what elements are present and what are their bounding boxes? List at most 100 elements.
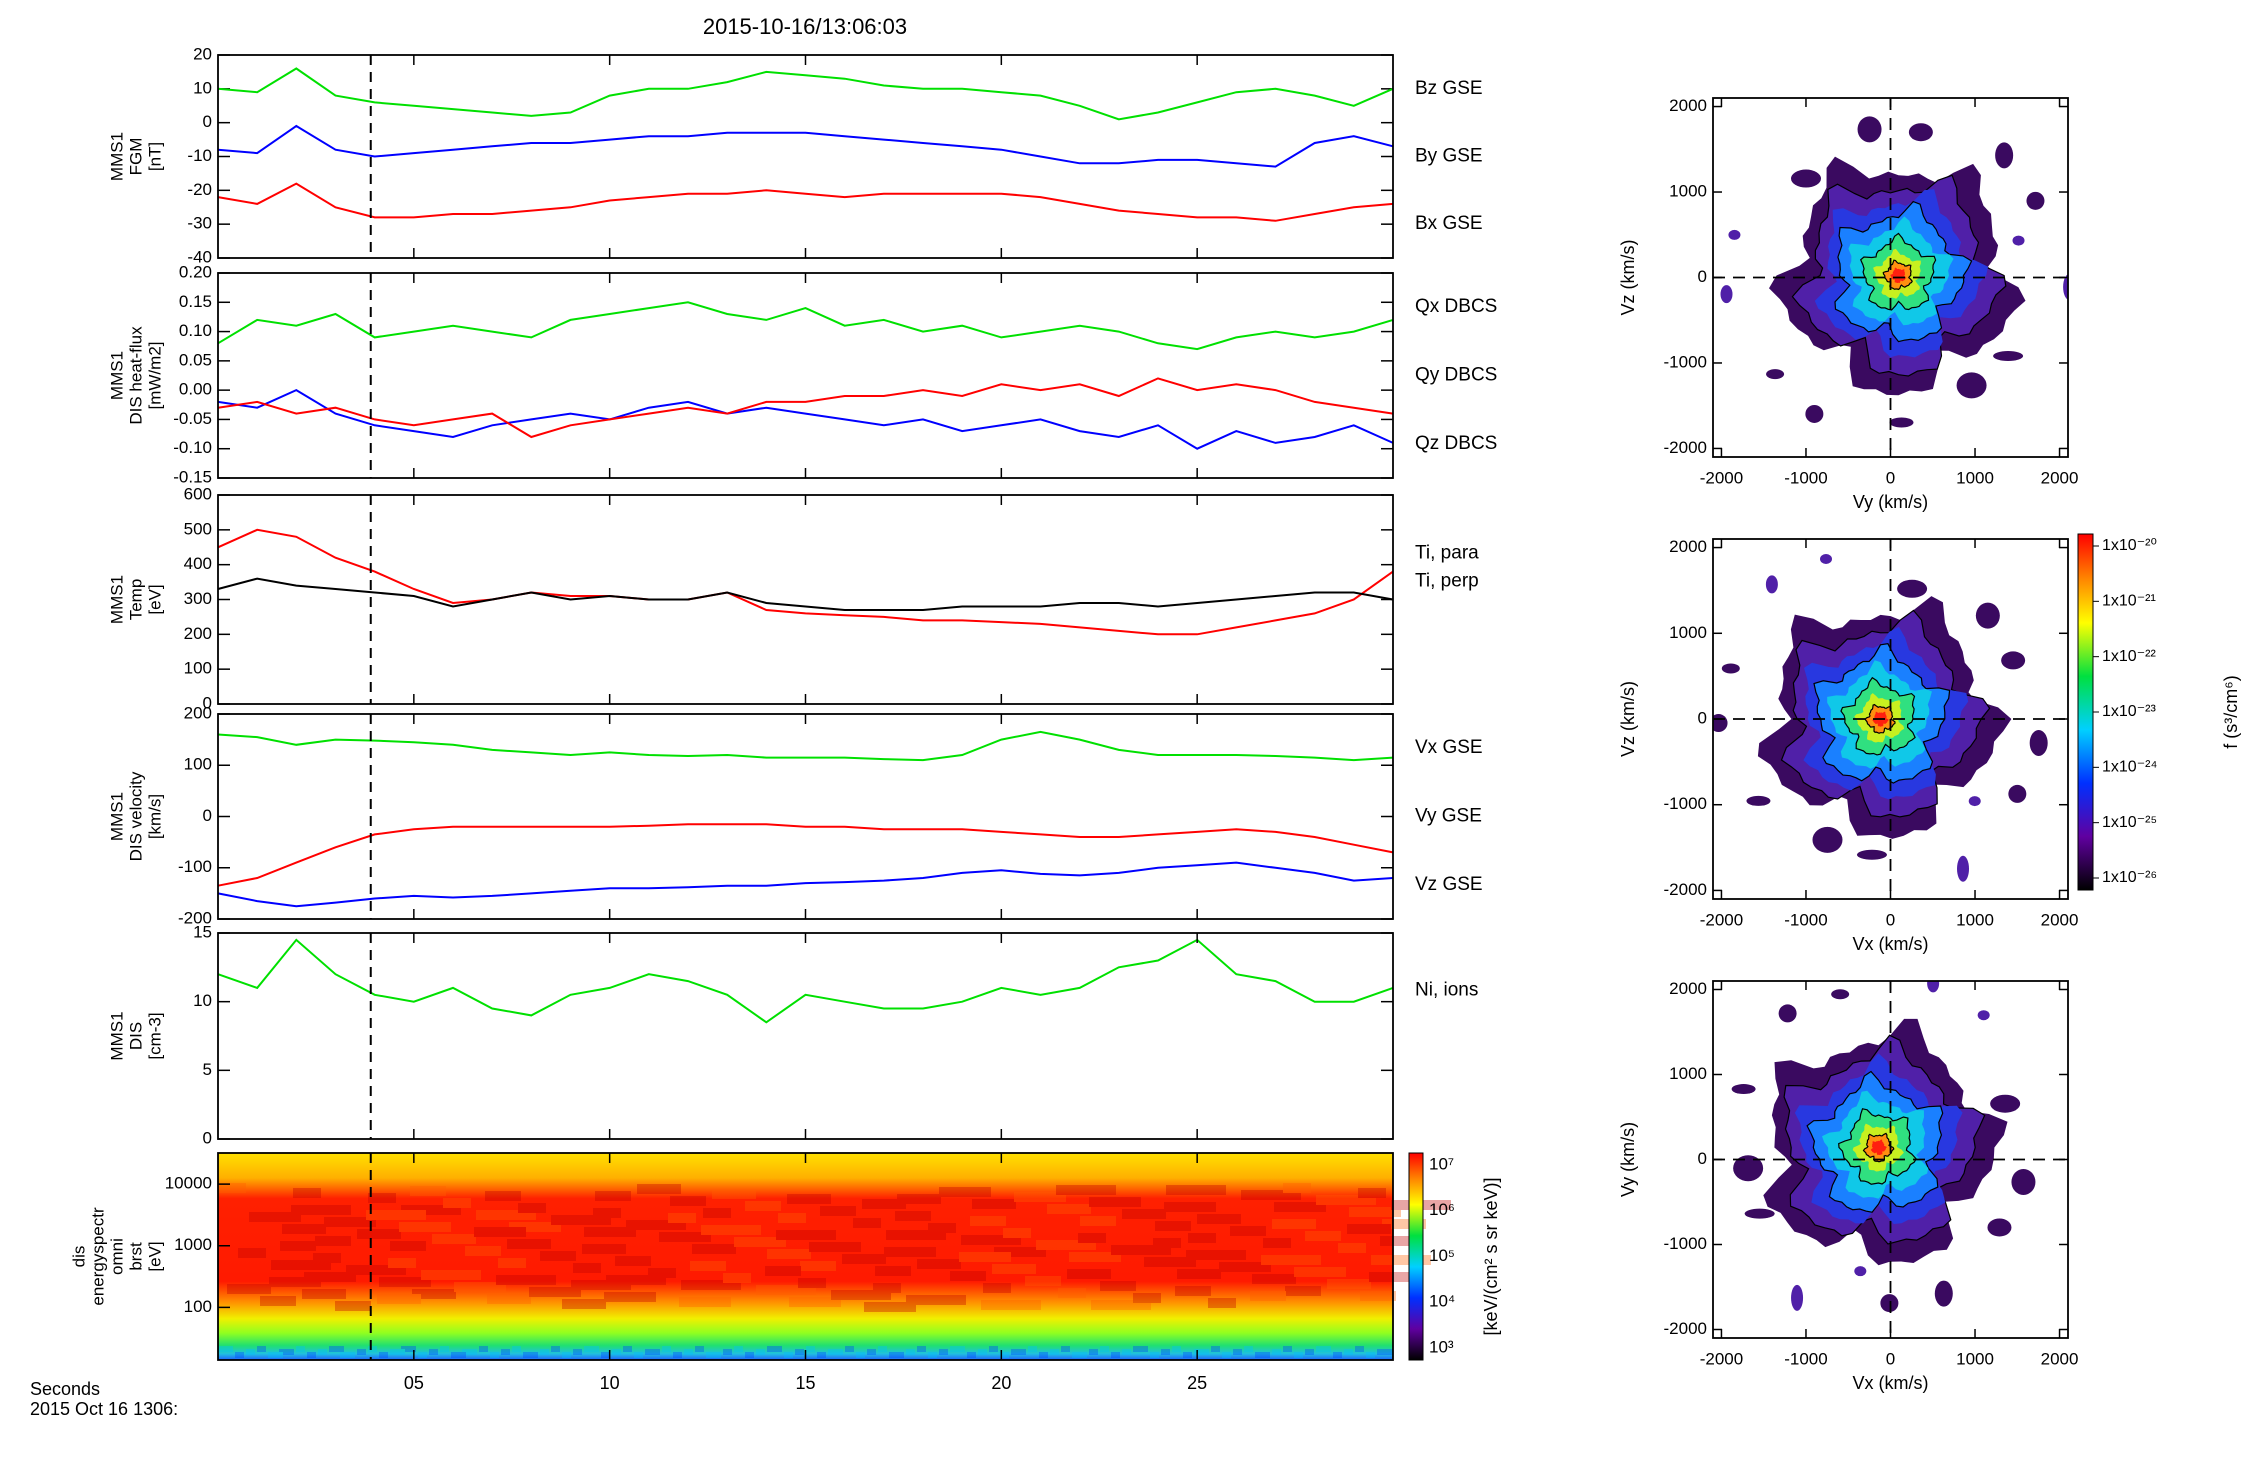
texture-cell — [357, 1349, 366, 1355]
texture-cell — [562, 1352, 571, 1358]
texture-cell — [1316, 1346, 1325, 1352]
texture-cell — [1347, 1224, 1391, 1234]
y-tick-label: 15 — [193, 922, 212, 941]
texture-cell — [917, 1259, 961, 1269]
series-line — [217, 388, 1394, 450]
texture-cell — [817, 1352, 826, 1358]
texture-cell — [1164, 1202, 1216, 1212]
x-tick-label: 2000 — [2041, 910, 2079, 929]
distribution-patch — [1957, 855, 1970, 882]
texture-cell — [498, 1258, 526, 1268]
y-tick-label: 10 — [193, 991, 212, 1010]
texture-cell — [1175, 1286, 1211, 1296]
series-line — [217, 67, 1394, 121]
texture-cell — [582, 1244, 626, 1254]
texture-cell — [396, 1349, 405, 1355]
texture-cell — [615, 1256, 651, 1266]
distribution-patch — [2026, 191, 2045, 210]
texture-cell — [551, 1215, 611, 1225]
texture-cell — [1017, 1349, 1026, 1355]
y-tick-label: 0 — [203, 112, 212, 131]
y-tick-label: 400 — [184, 554, 212, 573]
texture-cell — [623, 1346, 632, 1352]
texture-cell — [1091, 1300, 1151, 1310]
y-tick-label: -100 — [178, 857, 212, 876]
texture-cell — [462, 1349, 471, 1355]
texture-cell — [1349, 1207, 1401, 1217]
texture-cell — [967, 1352, 976, 1358]
texture-cell — [1133, 1293, 1161, 1303]
texture-cell — [745, 1201, 781, 1211]
y-axis-label: MMS1 — [107, 132, 126, 181]
texture-cell — [390, 1241, 426, 1251]
texture-cell — [1177, 1269, 1221, 1279]
texture-cell — [978, 1349, 987, 1355]
texture-cell — [1078, 1233, 1106, 1243]
distribution-patch — [1766, 369, 1785, 380]
texture-cell — [690, 1261, 726, 1271]
colorbar-tick-label: 1x10⁻²³ — [2102, 703, 2156, 720]
y-tick-label: 0 — [1698, 1149, 1707, 1168]
texture-cell — [260, 1296, 296, 1306]
texture-cell — [889, 1352, 898, 1358]
y-tick-label: -2000 — [1664, 880, 1707, 899]
x-tick-label: -2000 — [1700, 468, 1743, 487]
texture-cell — [842, 1254, 886, 1264]
texture-cell — [994, 1247, 1046, 1257]
texture-cell — [745, 1352, 754, 1358]
legend-label: Qz DBCS — [1415, 433, 1497, 454]
y-tick-label: 5 — [203, 1060, 212, 1079]
texture-cell — [282, 1224, 326, 1234]
y-axis-label: [mW/m2] — [145, 342, 164, 410]
distribution-patch — [2029, 729, 2048, 756]
y-axis-label: Vz (km/s) — [1618, 681, 1638, 757]
x-tick-label: 0 — [1886, 910, 1895, 929]
texture-cell — [324, 1217, 376, 1227]
texture-cell — [692, 1244, 736, 1254]
y-tick-label: 600 — [184, 484, 212, 503]
texture-cell — [540, 1251, 576, 1261]
texture-cell — [1100, 1281, 1136, 1291]
texture-cell — [1222, 1352, 1231, 1358]
texture-cell — [318, 1349, 327, 1355]
texture-cell — [645, 1349, 654, 1355]
texture-cell — [595, 1191, 631, 1201]
texture-cell — [1261, 1352, 1270, 1358]
series-line — [217, 182, 1394, 222]
texture-cell — [379, 1277, 431, 1287]
texture-cell — [1133, 1346, 1142, 1352]
texture-cell — [875, 1266, 911, 1276]
panel-frame — [217, 932, 1394, 1140]
texture-cell — [1080, 1216, 1116, 1226]
distribution-patch — [1721, 663, 1740, 674]
texture-cell — [1355, 1346, 1364, 1352]
y-tick-label: -2000 — [1664, 1319, 1707, 1338]
texture-cell — [1208, 1298, 1236, 1308]
x-tick-label: 20 — [991, 1373, 1011, 1393]
series-line — [217, 301, 1394, 351]
texture-cell — [1078, 1352, 1087, 1358]
texture-cell — [1183, 1352, 1192, 1358]
distribution-patch — [2011, 1168, 2036, 1195]
x-axis-label: Vx (km/s) — [1853, 1373, 1929, 1393]
texture-cell — [950, 1271, 986, 1281]
texture-cell — [1100, 1346, 1109, 1352]
distribution-patch — [1856, 849, 1887, 860]
texture-cell — [296, 1346, 305, 1352]
texture-cell — [820, 1206, 856, 1216]
texture-cell — [509, 1222, 561, 1232]
texture-cell — [1230, 1226, 1266, 1236]
texture-cell — [626, 1220, 686, 1230]
texture-cell — [1380, 1236, 1416, 1246]
distribution-patch — [1987, 1218, 2012, 1237]
y-tick-label: 200 — [184, 703, 212, 722]
texture-cell — [1122, 1349, 1131, 1355]
series-line — [217, 577, 1394, 611]
x-tick-label: -1000 — [1784, 910, 1827, 929]
distribution-patch — [1889, 417, 1914, 428]
distribution-patch — [1993, 351, 2024, 362]
x-tick-label: 1000 — [1956, 1349, 1994, 1368]
texture-cell — [612, 1349, 621, 1355]
